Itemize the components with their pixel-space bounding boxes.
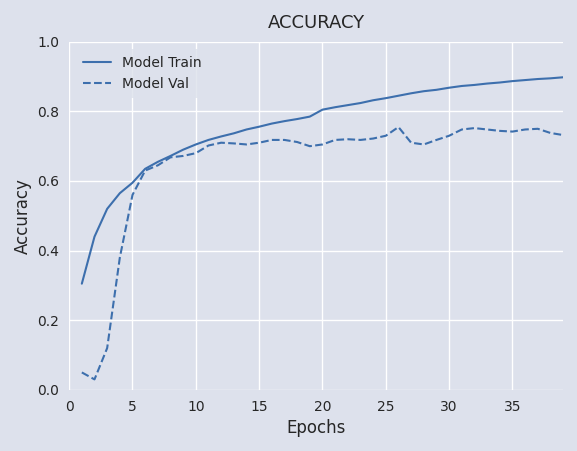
Model Val [471, 125, 478, 131]
Model Train [433, 87, 440, 92]
Model Train [129, 180, 136, 185]
Model Train [534, 76, 541, 82]
Model Train [142, 166, 149, 171]
Model Val [281, 137, 288, 143]
Model Val [484, 127, 490, 132]
Model Val [167, 155, 174, 160]
Model Train [281, 119, 288, 124]
Model Val [408, 140, 415, 145]
Line: Model Val: Model Val [82, 127, 576, 379]
Model Train [155, 159, 162, 165]
Model Train [522, 78, 529, 83]
Model Val [496, 128, 503, 133]
Model Train [357, 100, 364, 106]
Model Train [420, 88, 427, 94]
Legend: Model Train, Model Val: Model Train, Model Val [76, 49, 208, 97]
Title: ACCURACY: ACCURACY [268, 14, 365, 32]
Model Val [205, 143, 212, 148]
Model Train [256, 124, 263, 129]
Model Val [294, 139, 301, 145]
Model Train [547, 76, 554, 81]
Model Val [332, 137, 339, 143]
Model Train [205, 137, 212, 143]
Model Train [445, 85, 452, 91]
Model Val [357, 137, 364, 143]
Model Val [91, 377, 98, 382]
Model Train [192, 142, 199, 147]
Model Val [420, 142, 427, 147]
Model Train [117, 190, 123, 196]
Model Train [458, 83, 465, 89]
Model Val [179, 153, 186, 159]
Model Train [383, 96, 389, 101]
Model Val [129, 192, 136, 198]
Model Train [306, 114, 313, 120]
Model Val [243, 142, 250, 147]
Model Train [509, 78, 516, 84]
Model Val [509, 129, 516, 134]
Model Train [344, 102, 351, 108]
Model Val [534, 126, 541, 132]
Model Train [496, 80, 503, 85]
Model Train [78, 281, 85, 286]
Model Train [104, 206, 111, 212]
Model Val [395, 124, 402, 130]
Y-axis label: Accuracy: Accuracy [14, 178, 32, 254]
Model Train [230, 131, 237, 136]
Model Val [383, 133, 389, 138]
Model Train [167, 153, 174, 159]
Model Val [256, 140, 263, 145]
Model Val [117, 255, 123, 260]
Model Train [370, 97, 377, 103]
Model Val [218, 140, 224, 145]
Line: Model Train: Model Train [82, 77, 576, 284]
Model Val [370, 136, 377, 141]
Model Val [306, 143, 313, 149]
Model Val [230, 141, 237, 146]
Model Val [433, 137, 440, 143]
Model Train [179, 147, 186, 152]
Model Val [547, 130, 554, 136]
Model Val [572, 129, 577, 134]
Model Val [560, 132, 567, 138]
Model Val [458, 127, 465, 132]
Model Val [155, 163, 162, 168]
Model Train [471, 82, 478, 87]
Model Train [332, 105, 339, 110]
Model Val [104, 345, 111, 351]
Model Val [78, 370, 85, 375]
Model Val [142, 168, 149, 173]
X-axis label: Epochs: Epochs [286, 419, 346, 437]
Model Train [572, 74, 577, 79]
Model Train [395, 93, 402, 98]
Model Val [445, 133, 452, 138]
Model Train [484, 81, 490, 86]
Model Val [522, 127, 529, 132]
Model Val [192, 151, 199, 156]
Model Train [408, 91, 415, 96]
Model Train [560, 74, 567, 80]
Model Train [91, 234, 98, 239]
Model Train [319, 107, 326, 112]
Model Train [218, 134, 224, 139]
Model Train [243, 127, 250, 132]
Model Val [344, 137, 351, 142]
Model Train [268, 121, 275, 126]
Model Val [268, 137, 275, 143]
Model Train [294, 116, 301, 122]
Model Val [319, 142, 326, 147]
